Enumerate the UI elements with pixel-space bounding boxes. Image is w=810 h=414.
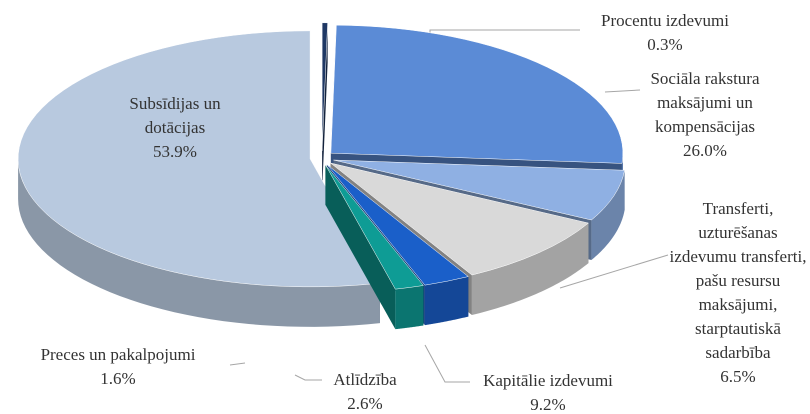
slice-rim: [18, 158, 380, 327]
leader-line: [559, 254, 669, 289]
value-label: 6.5%: [720, 367, 755, 386]
slice-label: izdevumu transferti,: [670, 247, 807, 266]
value-label: 9.2%: [530, 395, 565, 414]
slice-label: uzturēšanas: [698, 223, 777, 242]
slice-label: kompensācijas: [655, 117, 755, 136]
slice-group: [321, 22, 328, 191]
slice-label: Procentu izdevumi: [601, 11, 729, 30]
slice-side: [325, 164, 396, 330]
slice-label: Kapitālie izdevumi: [483, 371, 613, 390]
slice-rim: [424, 276, 469, 326]
slice-side: [322, 22, 328, 191]
slice-label: Transferti,: [703, 199, 774, 218]
slice: [321, 22, 328, 151]
slice: [17, 30, 381, 288]
labels: Procentu izdevumi 0.3% Sociāla rakstura mak…: [41, 11, 807, 414]
slice: [333, 159, 625, 221]
value-label: 2.6%: [347, 394, 382, 413]
slice: [325, 164, 424, 290]
slice-label: Preces un pakalpojumi: [41, 345, 196, 364]
leader-line: [229, 362, 246, 366]
slice-rim: [471, 223, 589, 316]
slice: [326, 164, 469, 286]
slice-group: [17, 30, 381, 327]
slice: [330, 162, 590, 276]
leader-line: [604, 89, 641, 93]
slice-label: Subsīdijas un: [129, 94, 221, 113]
value-label: 53.9%: [153, 142, 197, 161]
slice-label: pašu resursu: [696, 271, 781, 290]
slice-group: [325, 164, 424, 330]
slice-label: Atlīdzība: [333, 370, 397, 389]
slice-rim: [395, 285, 424, 330]
slice-label: Sociāla rakstura: [650, 69, 759, 88]
leader-line: [424, 344, 470, 383]
slice-rim: [591, 170, 625, 261]
value-label: 0.3%: [647, 35, 682, 54]
pie: [17, 22, 625, 330]
leader-line: [294, 374, 322, 381]
slice-label: maksājumi,: [699, 295, 778, 314]
value-label: 26.0%: [683, 141, 727, 160]
slice-label: sadarbība: [705, 343, 771, 362]
slice-label: starptautiskā: [695, 319, 781, 338]
slice-label: maksājumi un: [657, 93, 753, 112]
slice-label: dotācijas: [145, 118, 205, 137]
value-label: 1.6%: [100, 369, 135, 388]
slice: [330, 24, 624, 164]
